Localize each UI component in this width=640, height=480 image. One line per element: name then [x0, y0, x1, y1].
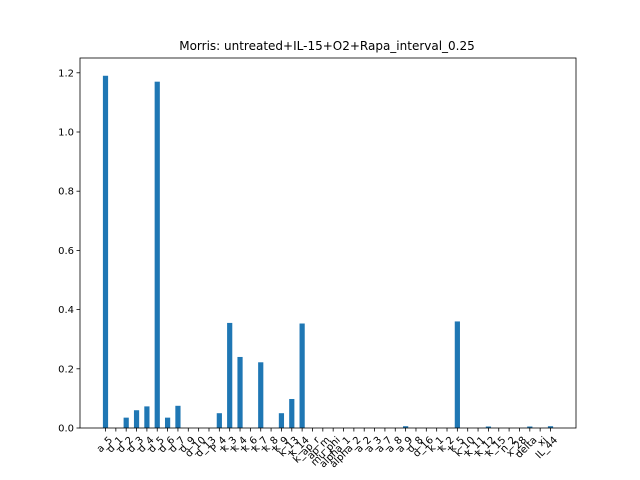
bar-delta	[527, 426, 533, 428]
y-tick-label: 0.0	[58, 424, 74, 435]
y-tick-label: 1.2	[58, 68, 74, 79]
bar-P_4	[216, 413, 222, 428]
bar-k_14	[299, 323, 305, 428]
bar-k_9	[278, 413, 285, 428]
bar-k_12	[485, 426, 492, 428]
bar-k_13	[289, 398, 295, 428]
bar-d_2	[123, 417, 129, 428]
y-axis: 0.0 0.2 0.4 0.6 0.8 1.0 1.2	[58, 68, 80, 435]
y-tick-label: 0.2	[58, 364, 74, 375]
bar-d_4	[144, 406, 150, 428]
bar-k_7	[258, 362, 264, 428]
y-tick-label: 0.8	[58, 187, 74, 198]
bar-d_7	[175, 405, 181, 428]
bar-k_3	[227, 322, 233, 428]
bar-d_5	[154, 81, 160, 429]
bar-k_5	[454, 321, 460, 428]
bar-d_6	[164, 417, 171, 428]
bar-a_9	[403, 426, 409, 428]
bar-d_3	[133, 410, 140, 428]
plot-frame	[79, 57, 577, 429]
y-tick-label: 1.0	[58, 128, 74, 139]
x-axis: a_5d_1d_2d_3d_4d_5d_6d_7d_9d_10d_13P_4k_…	[95, 428, 560, 470]
bar-a_5	[102, 75, 109, 428]
bar-k_4	[237, 356, 243, 428]
bars-group	[102, 75, 554, 429]
y-tick-label: 0.4	[58, 305, 74, 316]
y-tick-label: 0.6	[58, 246, 74, 257]
bar-IL_44	[547, 426, 554, 428]
chart-title: Morris: untreated+IL-15+O2+Rapa_interval…	[179, 39, 475, 53]
